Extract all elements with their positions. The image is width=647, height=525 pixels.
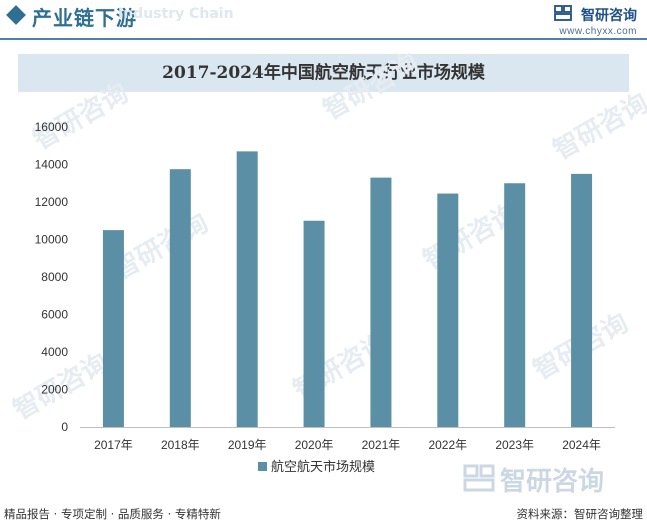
x-tick-label: 2024年 (562, 438, 601, 452)
y-tick-label: 2000 (41, 383, 68, 397)
y-tick-label: 4000 (41, 345, 68, 359)
x-axis: 2017年 2018年 2019年 2020年 2021年 2022年 2023年 2024年 (80, 427, 615, 452)
brand-watermark-logo-icon (463, 464, 495, 492)
watermark-text: 智研咨询 (318, 47, 424, 126)
bar (236, 151, 258, 427)
y-tick-label: 12000 (35, 195, 69, 209)
legend: 航空航天市场规模 (258, 459, 375, 475)
bar (437, 193, 459, 427)
chart-title-band: 2017-2024年中国航空航天行业市场规模 (18, 54, 629, 92)
brand-url: www.chyxx.com (559, 25, 637, 37)
y-tick-label: 14000 (35, 158, 69, 172)
y-tick-label: 6000 (41, 308, 68, 322)
y-tick-label: 10000 (35, 233, 69, 247)
legend-swatch (258, 462, 267, 471)
bar (102, 230, 124, 427)
ghost-subtitle: Industry Chain (118, 6, 234, 22)
footer-tagline: 精品报告 · 专项定制 · 品质服务 · 专精特新 (4, 507, 221, 521)
y-axis: 0 2000 4000 6000 8000 10000 12000 14000 16000 (35, 120, 69, 434)
y-tick-label: 8000 (41, 270, 68, 284)
x-tick-label: 2021年 (362, 438, 401, 452)
page-header: 产业链下游 Industry Chain 智研咨询 www.chyxx.com (0, 0, 647, 38)
y-tick-label: 16000 (35, 120, 69, 134)
x-tick-label: 2019年 (228, 438, 267, 452)
brand: 智研咨询 www.chyxx.com (554, 4, 637, 37)
bar (504, 183, 526, 427)
bar (169, 169, 191, 427)
watermark-text: 智研咨询 (548, 87, 647, 166)
y-tick-label: 0 (61, 420, 68, 434)
brand-watermark-text: 智研咨询 (500, 466, 604, 497)
x-tick-label: 2023年 (495, 438, 534, 452)
bar-series (102, 151, 593, 427)
x-tick-label: 2020年 (295, 438, 334, 452)
brand-name: 智研咨询 (581, 7, 637, 24)
bar (370, 177, 392, 427)
header-divider (0, 38, 647, 40)
x-tick-label: 2017年 (94, 438, 133, 452)
footer-source: 资料来源：智研咨询整理 (516, 507, 644, 521)
brand-watermark: 智研咨询 (463, 464, 604, 497)
legend-label: 航空航天市场规模 (271, 459, 375, 475)
x-tick-label: 2022年 (428, 438, 467, 452)
bar (571, 173, 593, 427)
chart-title: 2017-2024年中国航空航天行业市场规模 (162, 63, 485, 83)
bar (303, 220, 325, 427)
section-title: 产业链下游 (32, 6, 137, 30)
watermark-text: 智研咨询 (28, 77, 134, 156)
x-tick-label: 2018年 (161, 438, 200, 452)
brand-logo-icon (554, 4, 572, 25)
